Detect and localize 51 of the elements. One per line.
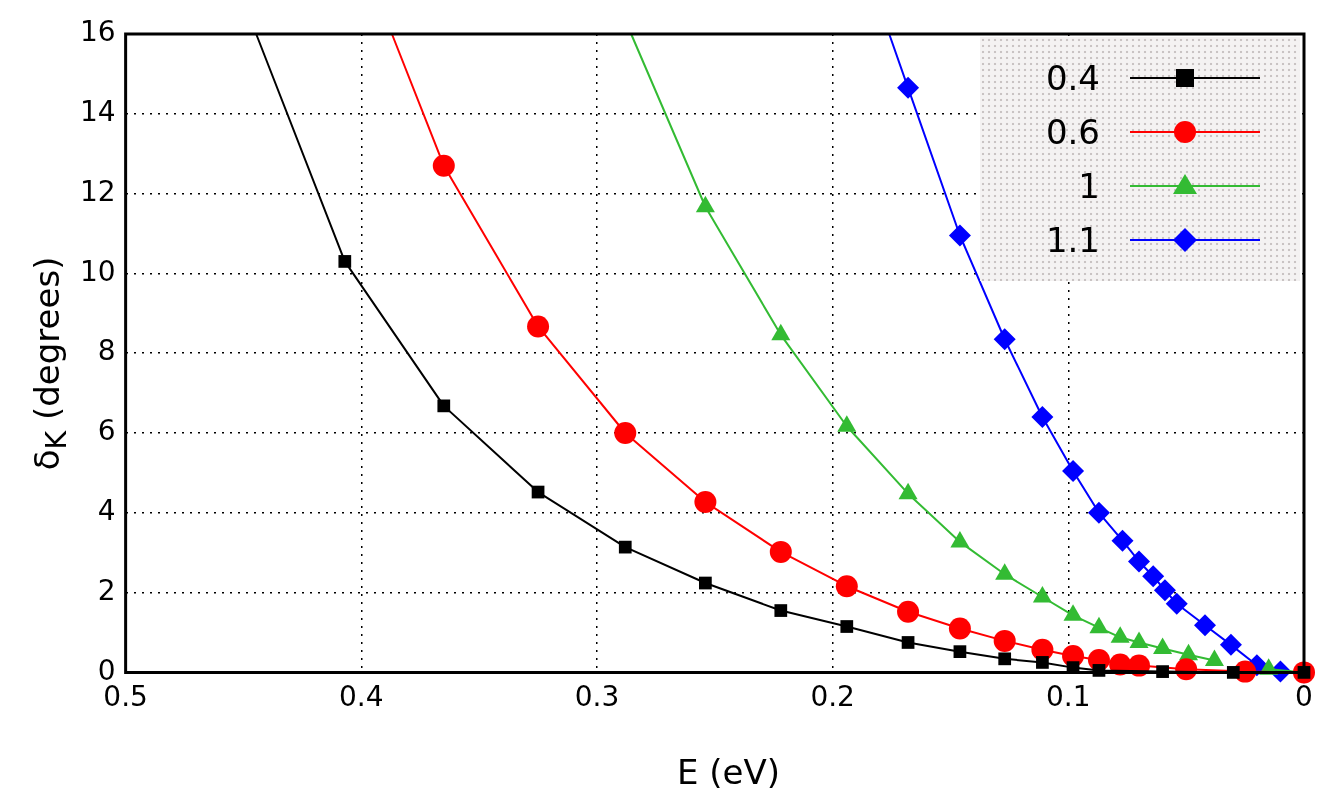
point: [948, 617, 971, 640]
point: [618, 540, 632, 554]
x-tick-label: 0.4: [339, 680, 384, 714]
point: [1142, 565, 1165, 588]
point: [769, 540, 792, 563]
point: [437, 399, 451, 413]
point: [774, 604, 788, 617]
x-tick-label: 0.2: [810, 680, 855, 714]
point: [1219, 633, 1242, 656]
y-tick-label: 4: [97, 494, 116, 528]
point: [527, 315, 550, 338]
point: [998, 652, 1012, 666]
y-tick-label: 16: [79, 15, 116, 49]
point: [432, 154, 455, 177]
y-tick-label: 8: [97, 334, 116, 368]
point: [1087, 501, 1110, 524]
legend-label: 1: [1077, 166, 1100, 206]
x-tick-label: 0: [1295, 680, 1313, 714]
x-tick-label: 0.3: [574, 680, 620, 714]
point: [1111, 529, 1134, 552]
x-tick-label: 0.1: [1046, 680, 1091, 714]
point: [948, 224, 971, 247]
point: [614, 422, 637, 444]
point: [901, 636, 915, 649]
point: [1128, 550, 1151, 573]
point: [897, 600, 920, 623]
point: [1153, 579, 1176, 602]
point: [694, 491, 717, 514]
point: [993, 328, 1016, 351]
point: [338, 255, 352, 268]
point: [1062, 459, 1085, 482]
y-tick-label: 2: [97, 573, 116, 607]
point: [897, 76, 920, 99]
y-tick-label: 10: [79, 254, 116, 288]
legend-label: 0.4: [1044, 58, 1100, 98]
point: [1036, 656, 1049, 669]
x-axis-title: E (eV): [676, 752, 781, 792]
legend-label: 1.1: [1044, 220, 1100, 260]
y-tick-label: 12: [79, 174, 116, 208]
point: [993, 629, 1016, 652]
point: [1194, 614, 1217, 637]
point: [840, 620, 854, 633]
point: [953, 645, 967, 659]
x-tick-label: 0.5: [103, 680, 148, 714]
point: [1031, 406, 1054, 429]
point: [835, 575, 858, 598]
y-tick-label: 14: [79, 95, 116, 129]
legend-label: 0.6: [1044, 112, 1100, 152]
point: [699, 576, 712, 590]
y-tick-label: 6: [97, 414, 116, 448]
point: [1165, 592, 1188, 615]
